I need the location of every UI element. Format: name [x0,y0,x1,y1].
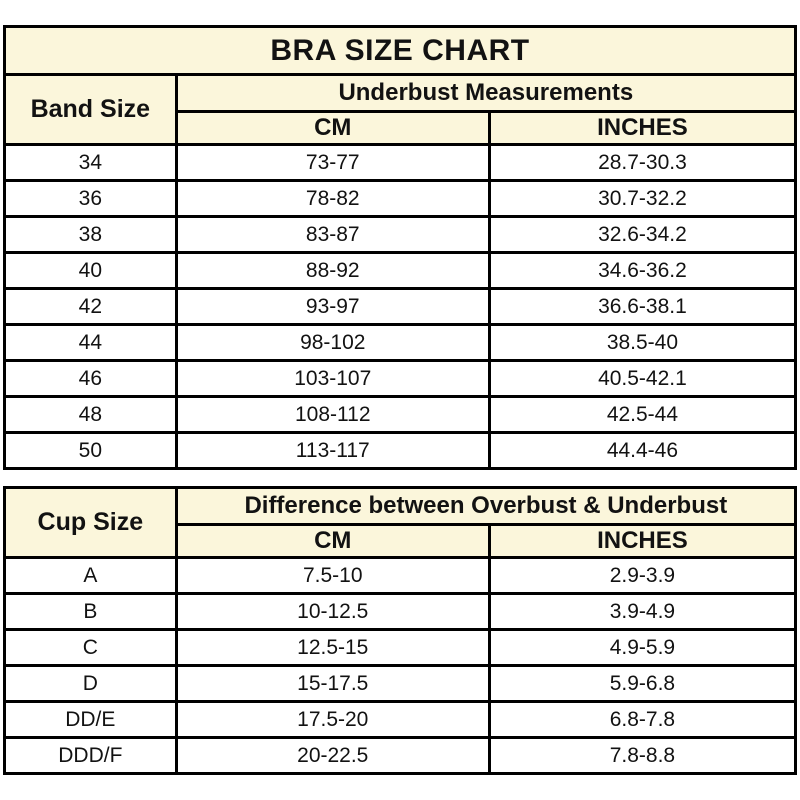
table-cell: 44 [3,323,178,362]
table-cell: 83-87 [174,215,491,254]
table-row: CM INCHES [5,523,798,559]
table-cell: 50 [3,431,178,470]
table-cell: 38 [3,215,178,254]
table-cell: 28.7-30.3 [487,143,798,182]
table-row: D 15-17.5 5.9-6.8 [3,664,798,703]
table-cell: C [3,628,178,667]
band-table-body: 34 73-77 28.7-30.3 36 78-82 30.7-32.2 38 83-87 3… [3,143,798,470]
table-row: 50 113-117 44.4-46 [3,431,798,470]
cup-table-body: A 7.5-10 2.9-3.9 B 10-12.5 3.9-4.9 C 12.5-15 4.9… [3,556,798,775]
table-cell: 32.6-34.2 [487,215,798,254]
table-row: Cup Size Difference between Overbust & U… [3,486,798,559]
table-cell: 42.5-44 [487,395,798,434]
table-cell: 36.6-38.1 [487,287,798,326]
table-row: DDD/F 20-22.5 7.8-8.8 [3,736,798,775]
table-cell: 4.9-5.9 [487,628,798,667]
table-row: Band Size Underbust Measurements [3,73,798,146]
band-size-corner-header: Band Size [3,73,178,146]
table-cell: 36 [3,179,178,218]
band-cm-column-header: CM [174,110,491,146]
table-row: C 12.5-15 4.9-5.9 [3,628,798,667]
table-cell: 15-17.5 [174,664,491,703]
table-row: 48 108-112 42.5-44 [3,395,798,434]
table-row: 34 73-77 28.7-30.3 [3,143,798,182]
band-size-table: BRA SIZE CHART Band Size Underbust Measu… [3,25,798,470]
table-row: BRA SIZE CHART [3,25,797,76]
table-cell: 20-22.5 [174,736,491,775]
band-inches-column-header: INCHES [487,110,798,146]
table-row: DD/E 17.5-20 6.8-7.8 [3,700,798,739]
table-cell: 17.5-20 [174,700,491,739]
table-cell: 38.5-40 [487,323,798,362]
table-cell: 34 [3,143,178,182]
table-cell: DDD/F [3,736,178,775]
table-cell: 42 [3,287,178,326]
table-cell: DD/E [3,700,178,739]
table-cell: 73-77 [174,143,491,182]
cup-size-table: Cup Size Difference between Overbust & U… [3,486,798,775]
table-cell: 40.5-42.1 [487,359,798,398]
table-cell: B [3,592,178,631]
cup-inches-column-header: INCHES [487,523,798,559]
table-cell: 40 [3,251,178,290]
table-row: 42 93-97 36.6-38.1 [3,287,798,326]
table-cell: 93-97 [174,287,491,326]
table-row: B 10-12.5 3.9-4.9 [3,592,798,631]
table-cell: 88-92 [174,251,491,290]
cup-size-corner-header: Cup Size [3,486,178,559]
table-cell: 5.9-6.8 [487,664,798,703]
table-cell: 44.4-46 [487,431,798,470]
table-cell: 108-112 [174,395,491,434]
table-row: 46 103-107 40.5-42.1 [3,359,798,398]
table-row: 44 98-102 38.5-40 [3,323,798,362]
table-cell: 98-102 [174,323,491,362]
table-row: 36 78-82 30.7-32.2 [3,179,798,218]
table-cell: 78-82 [174,179,491,218]
table-cell: 7.5-10 [174,556,491,595]
table-cell: 113-117 [174,431,491,470]
band-size-table-section: BRA SIZE CHART Band Size Underbust Measu… [3,25,798,470]
table-cell: 30.7-32.2 [487,179,798,218]
table-cell: 48 [3,395,178,434]
table-row: 40 88-92 34.6-36.2 [3,251,798,290]
table-cell: D [3,664,178,703]
table-cell: 46 [3,359,178,398]
table-cell: 2.9-3.9 [487,556,798,595]
table-cell: 10-12.5 [174,592,491,631]
table-cell: A [3,556,178,595]
table-cell: 7.8-8.8 [487,736,798,775]
cup-cm-column-header: CM [174,523,491,559]
table-cell: 103-107 [174,359,491,398]
table-cell: 6.8-7.8 [487,700,798,739]
cup-size-table-section: Cup Size Difference between Overbust & U… [3,486,798,775]
table-cell: 12.5-15 [174,628,491,667]
underbust-group-header: Underbust Measurements [174,73,798,113]
chart-title: BRA SIZE CHART [3,25,797,76]
table-cell: 34.6-36.2 [487,251,798,290]
table-row: CM INCHES [5,110,798,146]
table-row: 38 83-87 32.6-34.2 [3,215,798,254]
bra-size-chart: BRA SIZE CHART Band Size Underbust Measu… [3,25,798,775]
difference-group-header: Difference between Overbust & Underbust [174,486,798,526]
table-cell: 3.9-4.9 [487,592,798,631]
table-row: A 7.5-10 2.9-3.9 [3,556,798,595]
